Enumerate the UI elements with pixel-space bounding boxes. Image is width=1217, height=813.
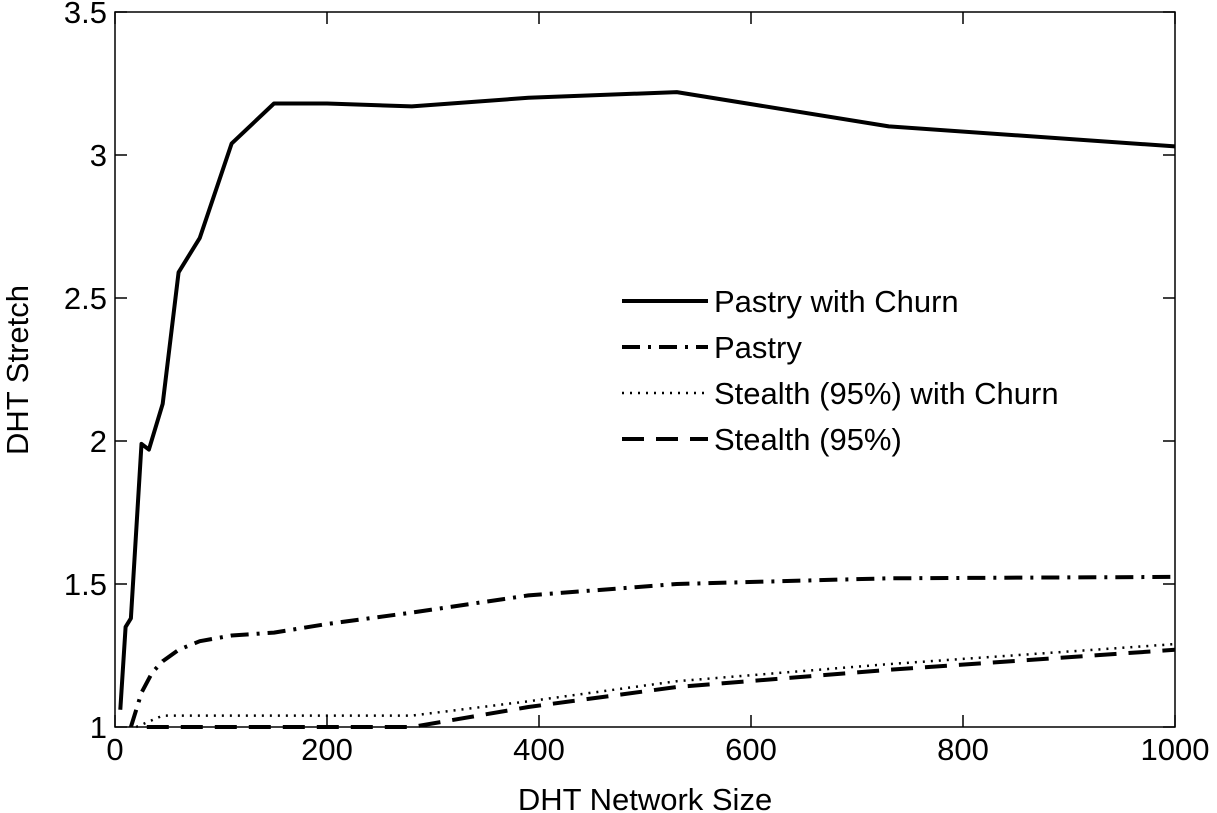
legend-label: Stealth (95%) [714, 422, 902, 457]
legend-label: Pastry with Churn [714, 284, 959, 319]
series-line [118, 90, 1176, 710]
y-axis-label: DHT Stretch [0, 285, 35, 455]
legend-label: Pastry [714, 330, 802, 365]
x-tick-label: 800 [937, 732, 989, 767]
y-tick-label: 1.5 [64, 567, 107, 602]
legend: Pastry with Churn Pastry Stealth (95%) wit… [622, 284, 1059, 457]
y-tick-label: 3.5 [64, 0, 107, 30]
y-tick-label: 2 [90, 424, 107, 459]
x-tick-label: 0 [106, 732, 123, 767]
x-axis-label: DHT Network Size [518, 782, 772, 813]
series-line [128, 574, 1176, 728]
legend-label: Stealth (95%) with Churn [714, 376, 1059, 411]
y-tick-label: 3 [90, 138, 107, 173]
axis-ticks [114, 11, 1176, 728]
x-tick-label: 600 [725, 732, 777, 767]
x-tick-label: 1000 [1141, 732, 1210, 767]
axis-tick-labels: 0 200 400 600 800 1000 1 1.5 2 2.5 3 3.5 [64, 0, 1210, 767]
series-line [135, 642, 1176, 729]
x-tick-label: 400 [513, 732, 565, 767]
series-lines [118, 90, 1176, 729]
x-tick-label: 200 [301, 732, 353, 767]
plot-area-frame [114, 11, 1176, 728]
y-tick-label: 2.5 [64, 281, 107, 316]
y-tick-label: 1 [90, 710, 107, 745]
series-line [146, 647, 1176, 729]
